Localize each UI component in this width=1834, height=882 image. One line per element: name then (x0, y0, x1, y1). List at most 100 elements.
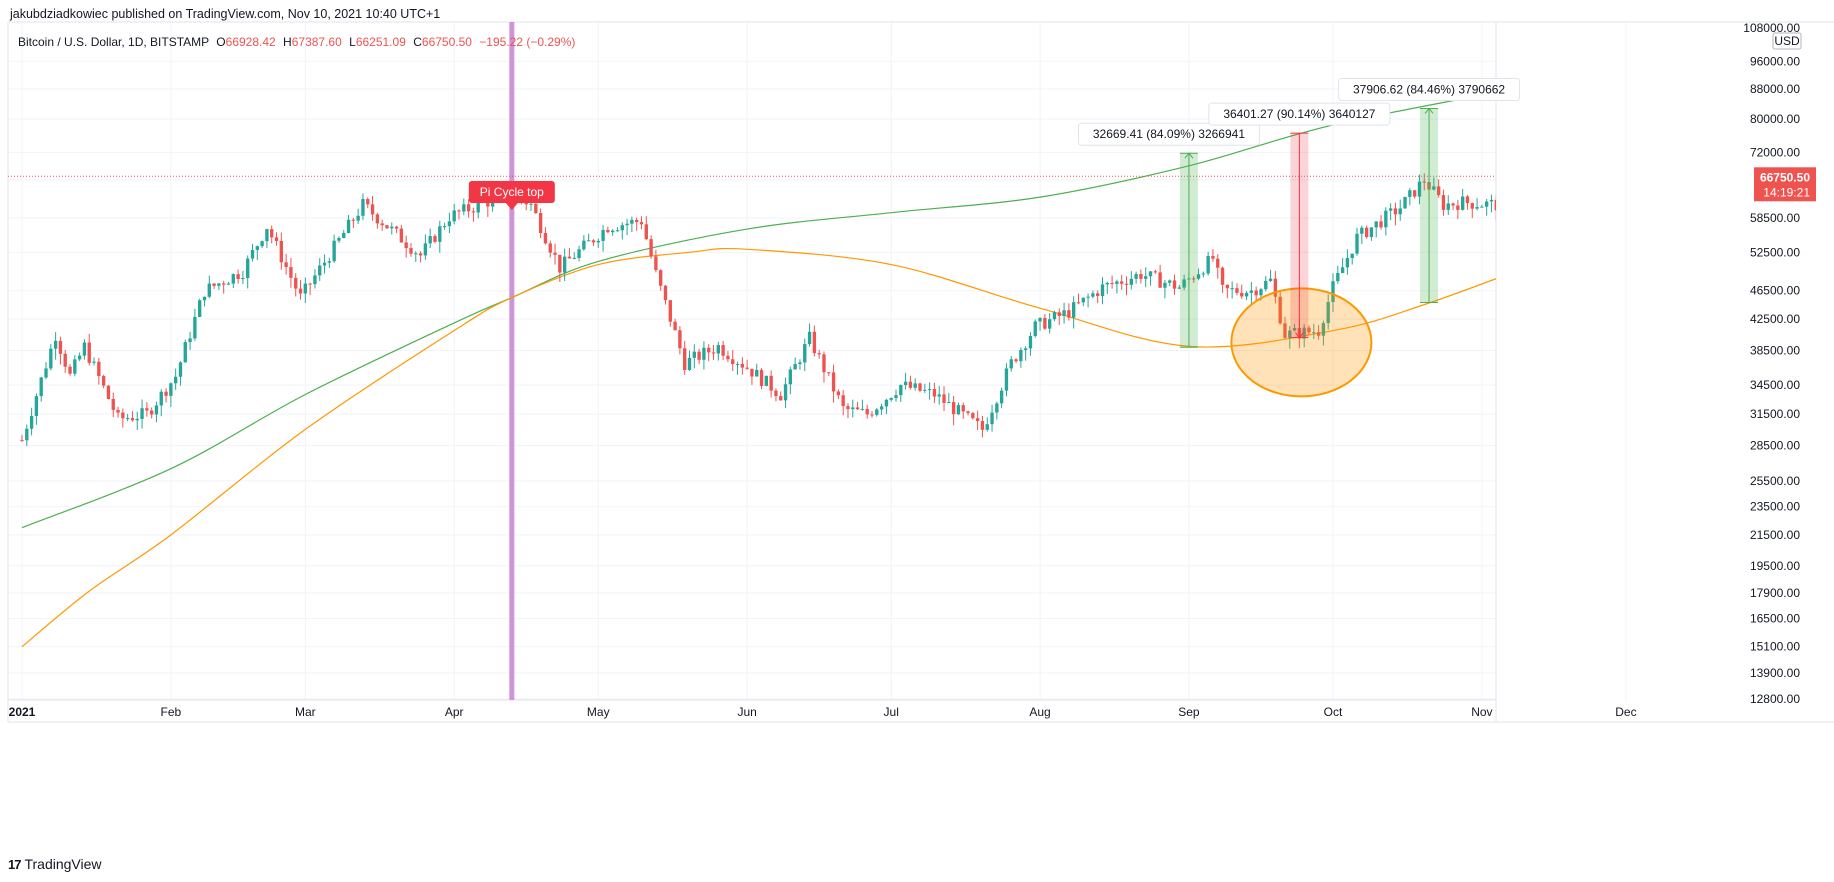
candle-body (1432, 186, 1436, 190)
candle (947, 392, 951, 404)
candle-body (942, 394, 946, 403)
candle (337, 236, 341, 243)
candle-body (1004, 368, 1009, 391)
price-tick-label: 42500.00 (1750, 312, 1800, 326)
candle-body (947, 402, 951, 404)
candle-body (774, 390, 778, 397)
candle-body (1220, 267, 1225, 285)
candle-body (313, 275, 317, 285)
brand-text[interactable]: TradingView (24, 856, 102, 872)
candle-body (927, 389, 932, 391)
candle (692, 344, 696, 369)
candle (1331, 273, 1335, 313)
candle (135, 411, 139, 430)
high-label: H (283, 35, 292, 49)
candle (740, 357, 745, 375)
pi-cycle-label: Pi Cycle top (468, 181, 555, 210)
time-tick-label: Dec (1615, 705, 1636, 719)
currency-label: USD (1774, 34, 1800, 48)
candle-body (860, 408, 865, 410)
low-label: L (349, 35, 356, 49)
candle-body (678, 330, 682, 349)
candle-body (121, 412, 125, 419)
candle-body (1124, 283, 1129, 285)
candle-body (1436, 186, 1441, 196)
green-ma-line (21, 91, 1496, 529)
candle (1460, 188, 1465, 211)
candle-body (1019, 349, 1023, 362)
candle (1519, 170, 1522, 184)
candle-body (1374, 221, 1378, 228)
candle (342, 229, 346, 239)
candle (1523, 166, 1526, 178)
pi-cycle-line (509, 22, 515, 700)
candle-body (687, 357, 692, 371)
time-tick-label: Feb (161, 705, 182, 719)
candle-body (1052, 312, 1057, 320)
candle-body (1350, 253, 1354, 259)
candle (1514, 168, 1517, 197)
candle-body (294, 277, 298, 289)
candle-body (246, 258, 250, 279)
price-tick-label: 12800.00 (1750, 692, 1800, 706)
candle (1086, 293, 1090, 308)
candle-body (591, 240, 596, 243)
candle (697, 348, 701, 365)
candle (20, 434, 24, 442)
candle-body (1168, 280, 1172, 283)
candle (1004, 363, 1009, 397)
candle (1326, 294, 1330, 330)
candle (1456, 199, 1460, 220)
candle-body (1292, 327, 1297, 331)
candle-body (966, 411, 970, 414)
candle-body (53, 340, 58, 349)
candle-body (351, 219, 356, 221)
candle-body (999, 390, 1004, 404)
candle-body (486, 201, 490, 207)
candle-body (673, 321, 677, 331)
candle (726, 350, 730, 362)
candle-body (250, 249, 255, 259)
candle-body (908, 381, 913, 388)
candle-body (1206, 256, 1210, 274)
candle-body (1499, 198, 1502, 210)
candle-body (399, 228, 404, 243)
candle-body (1384, 210, 1388, 228)
candle-body (1470, 203, 1474, 209)
low-value: 66251.09 (355, 35, 406, 49)
price-tick-label: 25500.00 (1750, 474, 1800, 488)
footer: 17 TradingView (8, 856, 102, 872)
candle-body (1446, 203, 1450, 210)
candle-body (1398, 208, 1402, 215)
candle (1307, 325, 1311, 335)
candle-body (1096, 293, 1100, 296)
candle-body (995, 403, 999, 413)
candle-body (212, 283, 216, 286)
candle (803, 338, 807, 372)
candle-body (855, 407, 860, 410)
candle-body (1340, 267, 1345, 274)
candle (884, 398, 889, 415)
candle-body (971, 413, 975, 419)
candle (1105, 281, 1109, 295)
candle (956, 402, 961, 415)
candle (899, 384, 903, 402)
candle (745, 359, 749, 370)
candle-body (442, 226, 447, 228)
candle (77, 352, 82, 362)
candle-body (164, 391, 168, 396)
candle (351, 217, 356, 229)
range-arrow-icon (1424, 107, 1434, 114)
candle-body (985, 424, 989, 430)
candle-body (553, 252, 557, 255)
candle-body (779, 396, 783, 401)
candle-body (851, 407, 855, 410)
price-tick-label: 34500.00 (1750, 378, 1800, 392)
candle (231, 273, 235, 289)
candle (1254, 286, 1258, 302)
candle (1432, 177, 1436, 191)
candle-body (1240, 292, 1244, 297)
orange-ma-line (21, 247, 1496, 648)
candle (322, 254, 327, 274)
candle (783, 377, 788, 409)
